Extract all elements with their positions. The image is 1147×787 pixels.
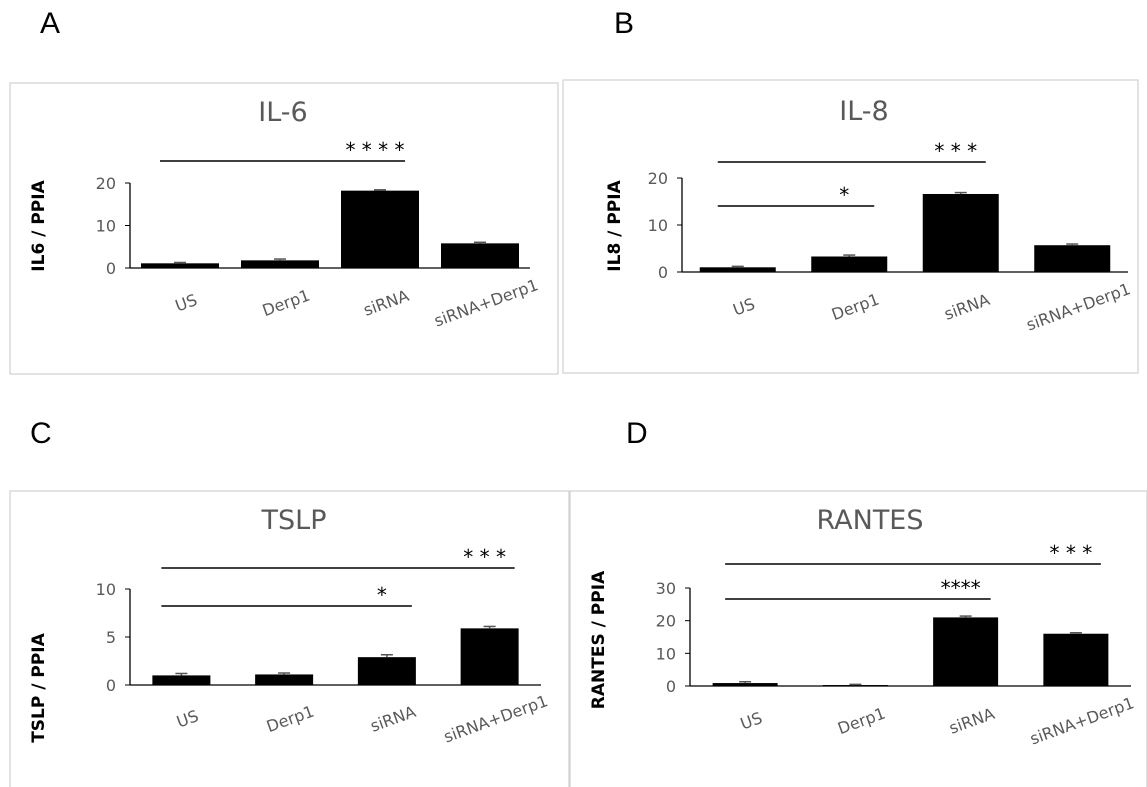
bar	[699, 267, 776, 272]
y-tick-label: 20	[656, 612, 676, 631]
bar	[933, 617, 999, 686]
bar	[460, 628, 519, 685]
y-tick-label: 10	[96, 217, 116, 236]
panel-letter-a: A	[40, 7, 60, 40]
chart-title: TSLP	[261, 505, 327, 536]
y-axis-label: IL8 / PPIA	[605, 179, 625, 271]
bar	[141, 263, 219, 268]
y-tick-label: 5	[106, 628, 116, 647]
significance-label: *	[839, 183, 849, 207]
y-tick-label: 10	[648, 216, 668, 235]
significance-label: *	[377, 583, 387, 607]
significance-label: * * * *	[345, 138, 404, 162]
bar	[341, 190, 419, 268]
panel-letter-c: C	[30, 417, 52, 450]
y-axis-label: TSLP / PPIA	[29, 632, 49, 742]
bar	[922, 193, 999, 272]
bar	[255, 674, 314, 685]
y-tick-label: 20	[96, 174, 116, 193]
panel-letter-d: D	[626, 417, 648, 450]
y-tick-label: 0	[106, 676, 116, 695]
significance-label: * * *	[1050, 541, 1093, 565]
bar	[822, 685, 888, 687]
significance-label: * * *	[934, 139, 977, 163]
bar	[152, 675, 211, 685]
y-tick-label: 0	[666, 677, 676, 696]
bar	[1043, 633, 1109, 686]
y-tick-label: 10	[96, 580, 116, 599]
y-tick-label: 30	[656, 579, 676, 598]
y-tick-label: 10	[656, 644, 676, 663]
bar	[241, 260, 319, 268]
bar	[357, 657, 416, 685]
significance-label: * * *	[463, 545, 506, 569]
y-axis-label: IL6 / PPIA	[29, 179, 49, 271]
chart-title: IL-6	[258, 97, 307, 128]
chart-frame-b	[562, 79, 1139, 374]
y-tick-label: 0	[658, 263, 668, 282]
bar	[1034, 245, 1111, 272]
bar	[712, 683, 778, 686]
chart-frame-a	[9, 82, 559, 375]
bar	[441, 243, 519, 268]
y-tick-label: 20	[648, 169, 668, 188]
chart-title: IL-8	[839, 96, 888, 127]
panel-letter-b: B	[614, 7, 634, 40]
y-axis-label: RANTES / PPIA	[589, 570, 609, 709]
significance-label: ****	[941, 576, 981, 600]
bar	[811, 256, 888, 272]
chart-title: RANTES	[816, 505, 923, 536]
y-tick-label: 0	[106, 259, 116, 278]
